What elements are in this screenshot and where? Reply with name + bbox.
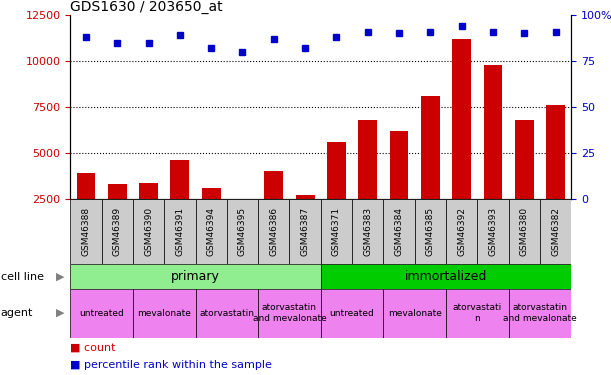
- Bar: [70, 264, 321, 289]
- Bar: [452, 39, 471, 245]
- Bar: [484, 64, 502, 245]
- Bar: [108, 184, 126, 245]
- Bar: [477, 199, 509, 264]
- Text: GSM46380: GSM46380: [520, 207, 529, 256]
- Bar: [509, 289, 571, 338]
- Text: immortalized: immortalized: [405, 270, 487, 283]
- Bar: [233, 199, 252, 245]
- Text: mevalonate: mevalonate: [137, 309, 191, 318]
- Bar: [296, 195, 315, 245]
- Bar: [321, 199, 352, 264]
- Text: untreated: untreated: [79, 309, 124, 318]
- Bar: [76, 173, 95, 245]
- Text: GSM46383: GSM46383: [364, 207, 372, 256]
- Text: ▶: ▶: [56, 272, 64, 282]
- Text: ■ count: ■ count: [70, 343, 115, 353]
- Text: atorvastatin
and mevalonate: atorvastatin and mevalonate: [503, 303, 577, 323]
- Text: ▶: ▶: [56, 308, 64, 318]
- Text: GSM46391: GSM46391: [175, 207, 185, 256]
- Bar: [546, 105, 565, 245]
- Text: mevalonate: mevalonate: [388, 309, 442, 318]
- Bar: [170, 160, 189, 245]
- Text: GSM46394: GSM46394: [207, 207, 216, 256]
- Bar: [133, 199, 164, 264]
- Text: GSM46385: GSM46385: [426, 207, 435, 256]
- Text: agent: agent: [1, 308, 33, 318]
- Bar: [446, 199, 477, 264]
- Text: GSM46382: GSM46382: [551, 207, 560, 256]
- Text: GSM46392: GSM46392: [457, 207, 466, 256]
- Bar: [515, 120, 534, 245]
- Bar: [139, 183, 158, 245]
- Bar: [509, 199, 540, 264]
- Bar: [202, 188, 221, 245]
- Bar: [70, 289, 133, 338]
- Text: GSM46384: GSM46384: [395, 207, 403, 256]
- Text: GSM46389: GSM46389: [113, 207, 122, 256]
- Bar: [133, 289, 196, 338]
- Bar: [352, 199, 384, 264]
- Bar: [327, 142, 346, 245]
- Bar: [446, 289, 509, 338]
- Bar: [359, 120, 377, 245]
- Text: atorvastatin: atorvastatin: [199, 309, 254, 318]
- Bar: [196, 289, 258, 338]
- Bar: [227, 199, 258, 264]
- Bar: [196, 199, 227, 264]
- Bar: [421, 96, 440, 245]
- Bar: [164, 199, 196, 264]
- Bar: [321, 289, 384, 338]
- Bar: [70, 199, 101, 264]
- Bar: [265, 171, 284, 245]
- Text: cell line: cell line: [1, 272, 43, 282]
- Bar: [321, 264, 571, 289]
- Text: GSM46390: GSM46390: [144, 207, 153, 256]
- Text: GSM46371: GSM46371: [332, 207, 341, 256]
- Bar: [258, 289, 321, 338]
- Bar: [390, 131, 409, 245]
- Bar: [101, 199, 133, 264]
- Text: GSM46395: GSM46395: [238, 207, 247, 256]
- Text: GSM46387: GSM46387: [301, 207, 310, 256]
- Bar: [415, 199, 446, 264]
- Bar: [258, 199, 290, 264]
- Text: GDS1630 / 203650_at: GDS1630 / 203650_at: [70, 0, 223, 14]
- Text: GSM46386: GSM46386: [269, 207, 278, 256]
- Text: atorvastatin
and mevalonate: atorvastatin and mevalonate: [252, 303, 326, 323]
- Text: atorvastati
n: atorvastati n: [453, 303, 502, 323]
- Bar: [384, 289, 446, 338]
- Bar: [540, 199, 571, 264]
- Text: primary: primary: [171, 270, 220, 283]
- Text: ■ percentile rank within the sample: ■ percentile rank within the sample: [70, 360, 272, 369]
- Bar: [290, 199, 321, 264]
- Text: GSM46393: GSM46393: [489, 207, 497, 256]
- Text: untreated: untreated: [330, 309, 375, 318]
- Text: GSM46388: GSM46388: [81, 207, 90, 256]
- Bar: [384, 199, 415, 264]
